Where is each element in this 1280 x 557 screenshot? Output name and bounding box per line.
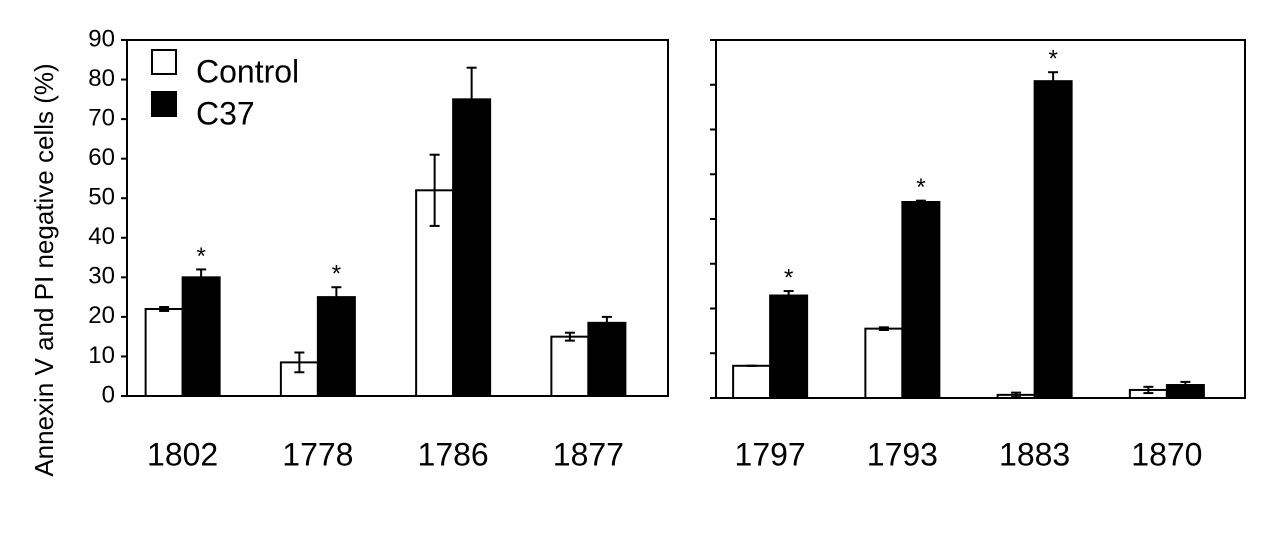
significance-mark: *	[196, 243, 205, 270]
y-tick-label: 50	[88, 184, 115, 211]
x-tick-label: 1883	[999, 436, 1070, 472]
x-tick-label: 1786	[418, 436, 489, 472]
y-tick-label: 80	[88, 65, 115, 92]
bar	[769, 294, 809, 399]
plot-frame	[126, 39, 669, 397]
y-tick-label: 60	[88, 144, 115, 171]
legend-swatch	[151, 91, 177, 117]
significance-mark: *	[1048, 46, 1057, 73]
significance-mark: *	[784, 264, 793, 291]
y-tick-label: 10	[88, 342, 115, 369]
bar	[901, 200, 941, 399]
y-tick-label: 90	[88, 25, 115, 52]
bar	[1033, 80, 1073, 399]
bar	[864, 327, 904, 400]
bar	[452, 98, 492, 397]
x-tick-label: 1802	[147, 436, 218, 472]
y-axis-label: Annexin V and PI negative cells (%)	[29, 63, 59, 476]
x-tick-label: 1778	[282, 436, 353, 472]
bar	[181, 276, 221, 398]
legend-label: Control	[196, 53, 299, 89]
y-tick-label: 40	[88, 223, 115, 250]
bar	[316, 296, 356, 397]
x-tick-label: 1870	[1131, 436, 1202, 472]
y-tick-label: 20	[88, 302, 115, 329]
bar	[550, 335, 590, 397]
bar	[732, 364, 772, 399]
bar	[144, 307, 184, 398]
significance-mark: *	[332, 261, 341, 288]
bar	[587, 321, 627, 398]
x-tick-label: 1793	[867, 436, 938, 472]
legend-swatch	[151, 49, 177, 75]
y-tick-label: 30	[88, 263, 115, 290]
y-tick-label: 0	[102, 381, 115, 408]
legend-label: C37	[196, 95, 255, 131]
x-tick-label: 1797	[735, 436, 806, 472]
significance-mark: *	[916, 174, 925, 201]
y-tick-label: 70	[88, 104, 115, 131]
x-tick-label: 1877	[553, 436, 624, 472]
